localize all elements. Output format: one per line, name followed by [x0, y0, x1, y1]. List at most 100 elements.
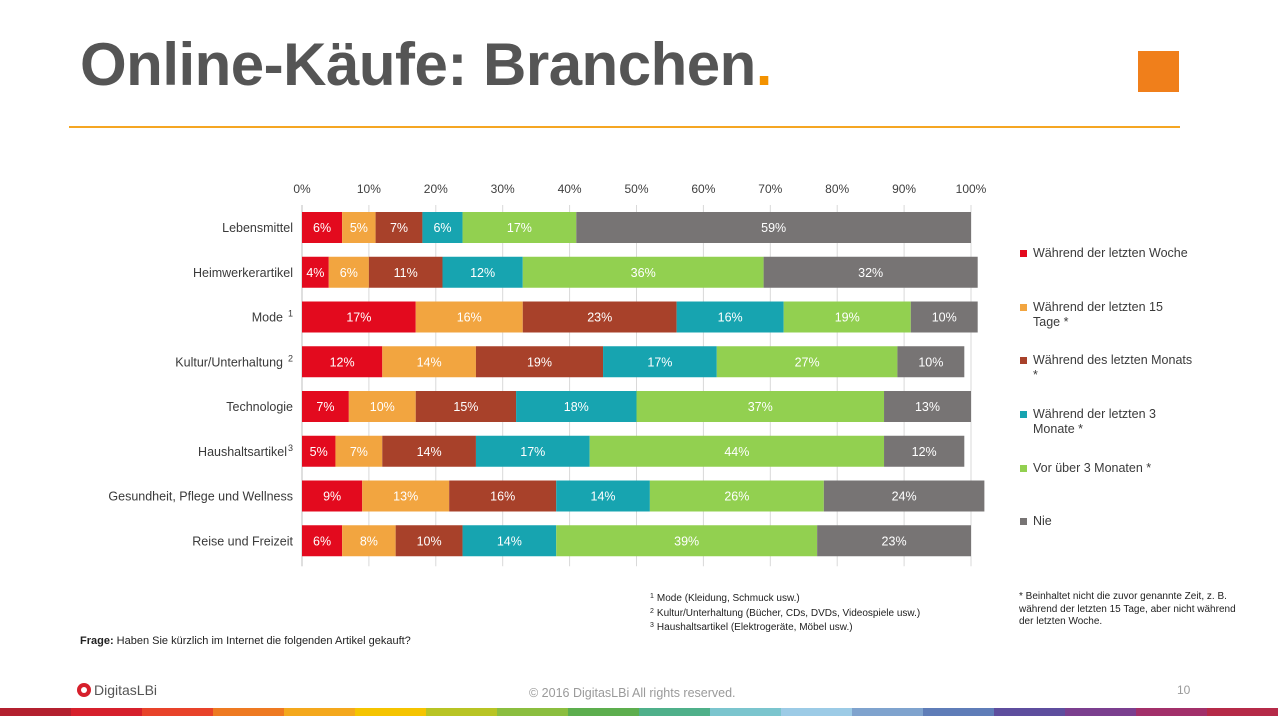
bar-segment [302, 435, 336, 467]
bar-value-label: 9% [323, 490, 341, 504]
bar-segment [382, 435, 476, 467]
x-tick-label: 70% [758, 182, 782, 196]
bar-value-label: 6% [313, 534, 331, 548]
bar-segment [817, 525, 971, 557]
bar-segment [516, 391, 637, 422]
bar-value-label: 11% [394, 266, 418, 280]
bar-value-label: 7% [350, 445, 368, 459]
rainbow-band-segment [923, 708, 994, 716]
bar-segment [884, 391, 971, 422]
bar-value-label: 14% [417, 445, 442, 459]
rainbow-band-segment [852, 708, 923, 716]
bar-value-label: 4% [306, 266, 324, 280]
x-tick-label: 40% [558, 182, 582, 196]
bar-value-label: 13% [393, 490, 418, 504]
bar-value-label: 18% [564, 400, 589, 414]
bar-value-label: 17% [507, 221, 532, 235]
bar-segment [783, 301, 911, 333]
rainbow-band-segment [994, 708, 1065, 716]
x-tick-label: 0% [293, 182, 311, 196]
bar-segment [522, 256, 764, 288]
bar-segment [375, 212, 423, 243]
bar-segment [522, 301, 677, 333]
rainbow-footer-band [0, 708, 1278, 716]
bar-value-label: 7% [390, 221, 408, 235]
bar-value-label: 6% [340, 266, 358, 280]
bar-segment [462, 525, 557, 557]
x-tick-label: 20% [424, 182, 448, 196]
rainbow-band-segment [213, 708, 284, 716]
bar-value-label: 16% [457, 311, 482, 325]
bar-value-label: 17% [647, 355, 672, 369]
bar-value-label: 5% [350, 221, 368, 235]
brand-logo: DigitasLBi [77, 682, 157, 698]
bar-segment [603, 346, 717, 378]
legend-label: Während der letzten Woche [1033, 246, 1188, 260]
bar-segment [342, 525, 396, 557]
rainbow-band-segment [355, 708, 426, 716]
rainbow-band-segment [497, 708, 568, 716]
bar-value-label: 36% [631, 266, 656, 280]
bar-segment [576, 212, 971, 243]
legend-label: Während der letzten 3 Monate * [1033, 407, 1156, 436]
page-number: 10 [1177, 683, 1191, 697]
bar-segment [556, 525, 818, 557]
logo-text: DigitasLBi [94, 682, 158, 698]
legend-label: Vor über 3 Monaten * [1033, 461, 1152, 475]
category-label: Haushaltsartikel3 [198, 443, 293, 459]
bar-segment [589, 435, 885, 467]
x-tick-label: 90% [892, 182, 916, 196]
logo-mark-icon [77, 683, 91, 697]
bar-segment [649, 480, 824, 512]
legend-label: Nie [1033, 514, 1052, 528]
bar-segment [823, 480, 985, 512]
bar-segment [395, 525, 463, 557]
footnotes: 1 Mode (Kleidung, Schmuck usw.) 2 Kultur/U… [650, 591, 920, 635]
bar-value-label: 15% [453, 400, 478, 414]
rainbow-band-segment [426, 708, 497, 716]
bar-segment [449, 480, 557, 512]
category-footnote-marker: 2 [288, 353, 293, 363]
bar-segment [362, 480, 450, 512]
rainbow-band-segment [639, 708, 710, 716]
legend-swatch [1020, 250, 1027, 257]
legend-swatch [1020, 304, 1027, 311]
bar-segment [348, 391, 416, 422]
bar-value-label: 12% [470, 266, 495, 280]
bar-segment [676, 301, 784, 333]
rainbow-band-segment [710, 708, 781, 716]
bar-value-label: 39% [674, 534, 699, 548]
category-label: Kultur/Unterhaltung 2 [175, 353, 293, 369]
bar-segment [302, 256, 329, 288]
bar-value-label: 17% [346, 311, 371, 325]
bar-segment [475, 346, 604, 378]
bar-value-label: 12% [912, 445, 937, 459]
footnote-1: 1 Mode (Kleidung, Schmuck usw.) [650, 593, 800, 604]
bar-value-label: 19% [527, 355, 552, 369]
page-title: Online-Käufe: Branchen. [80, 30, 772, 99]
bar-segment [328, 256, 369, 288]
bar-value-label: 10% [417, 534, 442, 548]
bar-segment [302, 525, 343, 557]
rainbow-band-segment [1065, 708, 1136, 716]
category-footnote-marker: 1 [288, 309, 293, 319]
title-text: Online-Käufe: Branchen [80, 31, 756, 98]
x-tick-label: 100% [956, 182, 987, 196]
brand-square [1138, 51, 1179, 92]
rainbow-band-segment [781, 708, 852, 716]
survey-question: Frage: Haben Sie kürzlich im Internet di… [80, 635, 411, 647]
category-label: Lebensmittel [222, 221, 293, 235]
rainbow-band-segment [71, 708, 142, 716]
bar-value-label: 16% [490, 490, 515, 504]
bar-segment [910, 301, 978, 333]
bar-segment [335, 435, 383, 467]
bar-segment [475, 435, 590, 467]
bar-value-label: 6% [433, 221, 451, 235]
bar-value-label: 6% [313, 221, 331, 235]
bar-segment [422, 212, 463, 243]
legend-swatch [1020, 357, 1027, 364]
bar-value-label: 17% [520, 445, 545, 459]
category-label: Gesundheit, Pflege und Wellness [108, 490, 293, 504]
bar-value-label: 44% [724, 445, 749, 459]
